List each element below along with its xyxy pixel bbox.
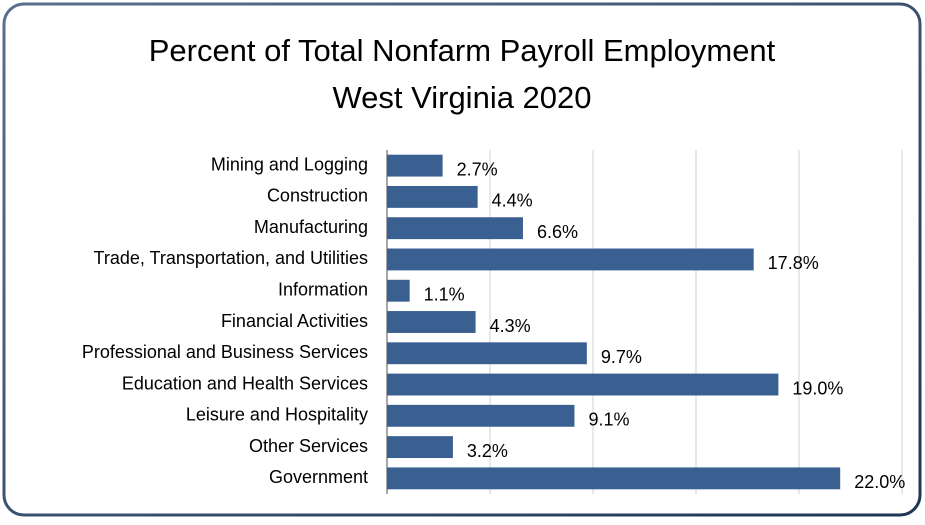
value-label: 6.6% [537, 222, 578, 242]
value-label: 19.0% [792, 378, 843, 398]
value-label: 22.0% [854, 472, 905, 492]
y-tick-label: Government [269, 467, 368, 487]
value-label: 3.2% [467, 441, 508, 461]
bar [387, 185, 478, 208]
y-tick-label: Trade, Transportation, and Utilities [94, 248, 368, 268]
bar [387, 467, 841, 490]
bar [387, 217, 523, 240]
value-label: 4.3% [490, 316, 531, 336]
bar [387, 311, 476, 333]
bar [387, 342, 587, 365]
y-tick-label: Other Services [249, 436, 368, 456]
y-tick-label: Construction [267, 186, 368, 206]
y-tick-label: Leisure and Hospitality [186, 405, 368, 425]
y-tick-label: Education and Health Services [122, 373, 368, 393]
y-tick-label: Information [278, 279, 368, 299]
value-label: 17.8% [768, 253, 819, 273]
value-label: 9.7% [601, 347, 642, 367]
chart-subtitle: West Virginia 2020 [332, 80, 591, 115]
value-label: 1.1% [424, 284, 465, 304]
bar [387, 154, 443, 177]
y-tick-label: Financial Activities [221, 311, 368, 331]
bar [387, 248, 754, 271]
chart-title: Percent of Total Nonfarm Payroll Employm… [149, 33, 776, 68]
value-label: 9.1% [588, 410, 629, 430]
bar [387, 404, 575, 427]
bar [387, 436, 453, 459]
y-tick-label: Professional and Business Services [82, 342, 368, 362]
y-tick-label: Manufacturing [254, 217, 368, 237]
value-label: 2.7% [457, 159, 498, 179]
y-tick-label: Mining and Logging [211, 154, 368, 174]
bar [387, 279, 410, 302]
value-label: 4.4% [492, 191, 533, 211]
bar [387, 373, 779, 396]
